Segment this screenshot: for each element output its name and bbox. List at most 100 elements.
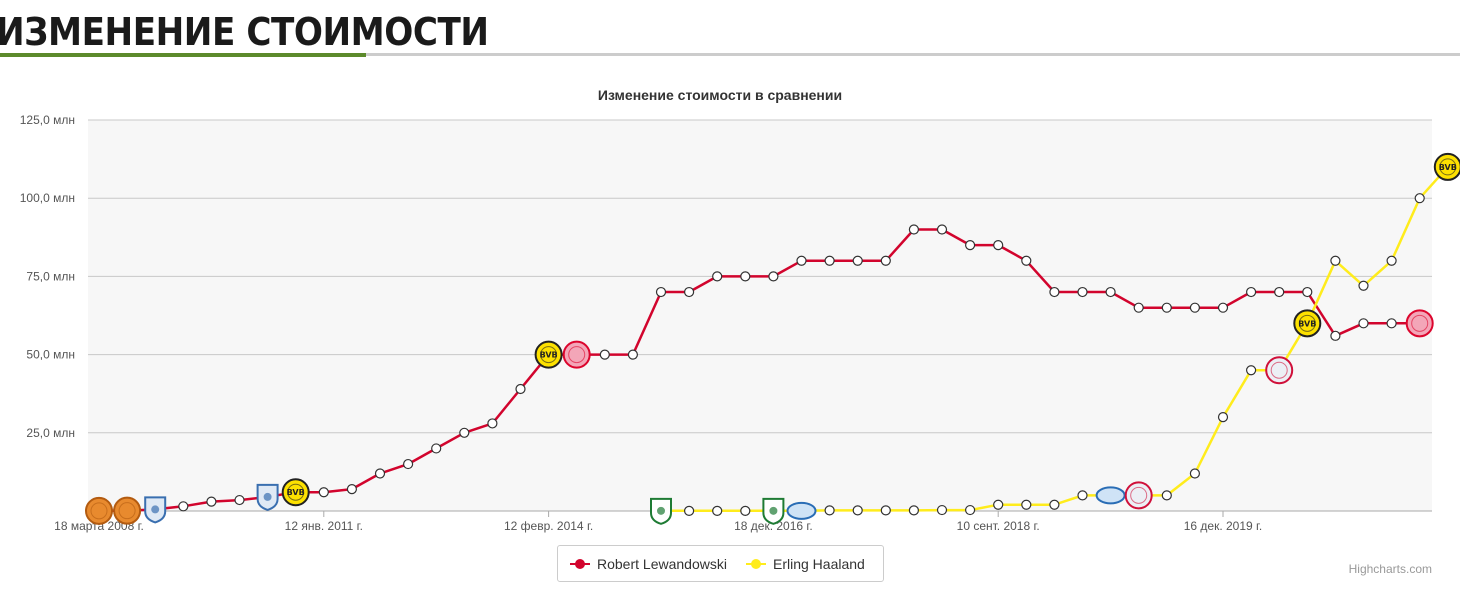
legend-label-lewandowski: Robert Lewandowski <box>597 555 727 572</box>
x-tick-label: 10 сент. 2018 г. <box>957 519 1040 533</box>
legend-swatch-lewandowski <box>570 558 590 569</box>
y-tick-label: 75,0 млн <box>26 269 75 283</box>
data-point[interactable] <box>206 496 217 507</box>
data-point[interactable] <box>712 505 723 516</box>
club-logo-borussia-dortmund-icon[interactable]: BVB <box>534 340 563 369</box>
data-point[interactable] <box>1161 490 1172 501</box>
y-axis: 25,0 млн 50,0 млн 75,0 млн 100,0 млн 125,0 м… <box>20 113 75 440</box>
data-point[interactable] <box>487 418 498 429</box>
data-point[interactable] <box>1245 365 1257 376</box>
y-tick-label: 100,0 млн <box>20 191 75 205</box>
club-logo-bayern-munich-icon[interactable] <box>1405 309 1434 338</box>
data-point[interactable] <box>683 286 695 298</box>
data-point[interactable] <box>1161 302 1172 313</box>
data-point[interactable] <box>1274 286 1285 298</box>
club-logo-molde-fk-icon[interactable] <box>786 501 817 520</box>
header-divider <box>0 53 1460 56</box>
data-point[interactable] <box>993 499 1004 510</box>
highcharts-credits-link[interactable]: Highcharts.com <box>1348 562 1432 576</box>
data-point[interactable] <box>1330 330 1341 341</box>
legend-item-lewandowski[interactable]: Robert Lewandowski <box>570 546 727 581</box>
data-point[interactable] <box>1414 193 1425 204</box>
data-point[interactable] <box>740 505 751 516</box>
data-point[interactable] <box>599 349 610 360</box>
legend-item-haaland[interactable]: Erling Haaland <box>746 546 865 581</box>
series-robert-lewandowski: BVB BVB <box>85 224 1434 525</box>
data-point[interactable] <box>993 240 1004 251</box>
data-point[interactable] <box>1077 286 1088 298</box>
data-point[interactable] <box>178 501 189 512</box>
club-logo-red-bull-salzburg-icon[interactable] <box>1265 356 1294 385</box>
data-point[interactable] <box>880 505 891 516</box>
header-accent-bar <box>0 53 366 57</box>
club-logo-bryne-fk-icon[interactable] <box>650 497 672 525</box>
y-tick-label: 125,0 млн <box>20 113 75 127</box>
data-point[interactable] <box>964 240 976 251</box>
data-point[interactable] <box>964 504 976 516</box>
data-point[interactable] <box>515 383 526 395</box>
data-point[interactable] <box>1189 468 1201 479</box>
data-point[interactable] <box>712 271 723 282</box>
data-point[interactable] <box>1358 280 1369 291</box>
data-point[interactable] <box>655 286 667 298</box>
data-point[interactable] <box>1217 412 1229 423</box>
data-point[interactable] <box>740 271 751 282</box>
club-logo-lech-poznan-icon[interactable] <box>256 483 279 511</box>
data-point[interactable] <box>1302 286 1313 298</box>
data-point[interactable] <box>431 443 442 454</box>
data-point[interactable] <box>1217 302 1229 313</box>
data-point[interactable] <box>627 349 639 360</box>
data-point[interactable] <box>1021 499 1032 510</box>
data-point[interactable] <box>1189 302 1201 313</box>
data-point[interactable] <box>1077 490 1088 501</box>
series-layer: BVB BVB BVB BVB <box>85 152 1460 525</box>
data-point[interactable] <box>824 505 835 516</box>
data-point[interactable] <box>796 255 807 266</box>
data-point[interactable] <box>1049 286 1060 298</box>
data-point[interactable] <box>1358 318 1369 329</box>
data-point[interactable] <box>403 458 414 470</box>
club-logo-molde-fk-icon[interactable] <box>1095 486 1126 505</box>
club-logo-borussia-dortmund-icon[interactable]: BVB <box>281 478 310 507</box>
svg-text:BVB: BVB <box>287 488 305 497</box>
data-point[interactable] <box>908 505 920 516</box>
data-point[interactable] <box>1386 318 1397 329</box>
data-point[interactable] <box>1133 302 1144 313</box>
data-point[interactable] <box>936 504 948 516</box>
x-tick-label: 18 дек. 2016 г. <box>734 519 813 533</box>
data-point[interactable] <box>1105 286 1116 298</box>
x-tick-label: 12 янв. 2011 г. <box>285 519 363 533</box>
data-point[interactable] <box>1049 499 1060 510</box>
club-logo-borussia-dortmund-icon[interactable]: BVB <box>1433 152 1460 181</box>
data-point[interactable] <box>1021 255 1032 266</box>
club-logo-borussia-dortmund-icon[interactable]: BVB <box>1293 309 1322 338</box>
data-point[interactable] <box>824 255 835 266</box>
data-point[interactable] <box>1330 255 1341 266</box>
svg-text:BVB: BVB <box>1298 319 1316 328</box>
data-point[interactable] <box>1245 286 1257 298</box>
data-point[interactable] <box>374 468 386 479</box>
data-point[interactable] <box>852 505 863 516</box>
club-logo-lech-poznan-icon[interactable] <box>144 496 167 524</box>
y-tick-label: 50,0 млн <box>26 348 75 362</box>
data-point[interactable] <box>234 494 245 506</box>
data-point[interactable] <box>459 427 470 438</box>
legend-label-haaland: Erling Haaland <box>773 555 865 572</box>
data-point[interactable] <box>1386 255 1397 266</box>
section-header: ИЗМЕНЕНИЕ СТОИМОСТИ <box>0 0 1460 58</box>
plot-background <box>88 120 1432 511</box>
club-logo-znicz-pruszkow-icon[interactable] <box>85 496 113 525</box>
data-point[interactable] <box>936 224 948 235</box>
data-point[interactable] <box>908 224 920 235</box>
data-point[interactable] <box>318 487 329 498</box>
club-logo-red-bull-salzburg-icon[interactable] <box>1124 481 1153 510</box>
club-logo-znicz-pruszkow-icon[interactable] <box>113 496 142 525</box>
data-point[interactable] <box>768 271 779 282</box>
x-tick-label: 16 дек. 2019 г. <box>1184 519 1263 533</box>
club-logo-bryne-fk-icon[interactable] <box>762 497 785 525</box>
data-point[interactable] <box>346 484 357 495</box>
data-point[interactable] <box>852 255 863 266</box>
data-point[interactable] <box>683 505 695 516</box>
club-logo-bayern-munich-icon[interactable] <box>562 340 591 369</box>
data-point[interactable] <box>880 255 891 266</box>
